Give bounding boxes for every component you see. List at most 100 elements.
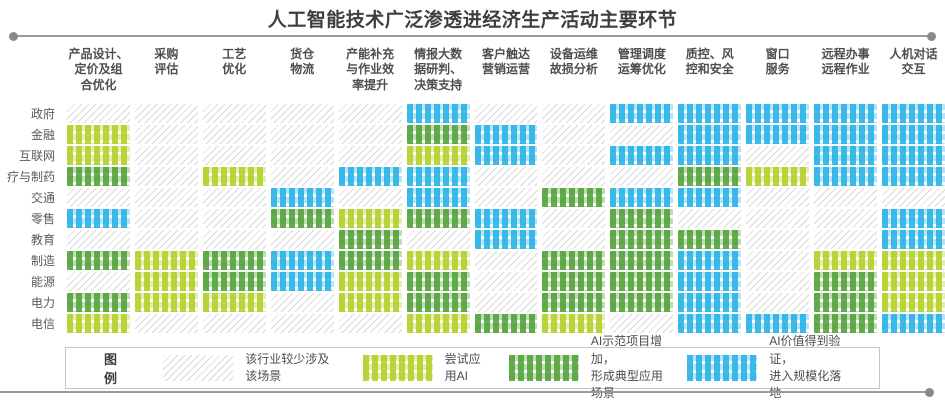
matrix-cell [406,251,470,270]
column-header: 采购 评估 [154,47,179,77]
column-header: 质控、风 控和安全 [685,47,734,77]
matrix-cell [406,209,470,228]
matrix-cell [882,230,945,249]
matrix-cell [882,293,945,312]
matrix-cell [270,293,334,312]
matrix-cell [882,251,945,270]
matrix-cell [610,125,674,144]
legend-title: 图例 [104,352,118,386]
matrix-cell [67,167,130,186]
rule-endpoint-dot [925,387,934,397]
matrix-cell [202,125,266,144]
matrix-cell [202,272,266,291]
matrix-cell [270,251,334,270]
matrix-cell [202,314,266,333]
matrix-header: 产品设计、 定价及组 合优化 采购 评估 工艺 优化 货仓 物流 产能补充 与作业效 率… [0,46,945,93]
matrix-cell [678,104,742,123]
matrix-cell [746,272,810,291]
matrix-cell [678,146,742,165]
matrix-cell [338,230,402,249]
matrix-cell [67,146,130,165]
legend-swatch [163,355,234,381]
row-label: 交通 [30,191,55,205]
legend-swatch [687,355,758,381]
matrix-cell [134,314,198,333]
matrix-cell [814,146,878,165]
matrix-cell [814,125,878,144]
legend-label: AI示范项目增加， 形成典型应用场景 [590,334,663,401]
column-header: 客户触达 营销运营 [481,47,530,77]
matrix-cell [134,188,198,207]
matrix-cell [338,167,402,186]
matrix-cell [814,104,878,123]
matrix-cell [814,209,878,228]
matrix-cell [678,167,742,186]
legend-item: 尝试应用AI [362,351,487,386]
header-corner [0,46,62,93]
matrix-cell [202,251,266,270]
matrix-cell [406,188,470,207]
matrix-cell [134,104,198,123]
matrix-cell [542,314,606,333]
rule-endpoint-dot [9,31,18,41]
row-label: 互联网 [18,149,55,163]
top-rule [9,31,936,41]
matrix-cell [406,272,470,291]
matrix-cell [270,104,334,123]
column-header: 工艺 优化 [222,47,247,77]
matrix-cell [814,188,878,207]
matrix-cell [270,230,334,249]
column-header: 产能补充 与作业效 率提升 [346,47,395,92]
matrix-cell [746,293,810,312]
matrix-cell [134,167,198,186]
matrix-cell [338,104,402,123]
legend-item: 该行业较少涉及该场景 [163,351,340,386]
matrix-cell [202,188,266,207]
column-header: 窗口 服务 [765,47,790,77]
matrix-cell [542,125,606,144]
row-label: 电信 [30,317,55,331]
legend-items: 该行业较少涉及该场景 尝试应用AI AI示范项目增加， 形成典型应用场景 AI价值得到… [163,333,865,403]
matrix-cell [338,146,402,165]
matrix-cell [610,251,674,270]
matrix-cell [610,230,674,249]
matrix-cell [67,293,130,312]
matrix-cell [202,104,266,123]
column-header: 远程办事 远程作业 [821,47,870,77]
matrix-cell [610,188,674,207]
matrix-cell [270,125,334,144]
matrix-cell [406,314,470,333]
matrix-cell [610,167,674,186]
matrix-cell [678,209,742,228]
column-header: 管理调度 运筹优化 [617,47,666,77]
matrix-cell [882,314,945,333]
matrix-cell [474,146,538,165]
matrix-cell [542,272,606,291]
matrix-cell [134,146,198,165]
matrix-cell [406,167,470,186]
matrix-cell [134,251,198,270]
matrix-cell [474,251,538,270]
page-title: 人工智能技术广泛渗透进经济生产活动主要环节 [267,10,678,31]
matrix-cell [134,125,198,144]
matrix-cell [814,230,878,249]
matrix-cell [746,146,810,165]
matrix-cell [406,125,470,144]
matrix-cell [814,272,878,291]
matrix-body: 政府 金融 互联网 疗与制药 交通 零售 教育 制造 能源 电力 电信 [0,104,945,333]
matrix-cell [882,188,945,207]
legend-label: 该行业较少涉及该场景 [245,351,330,383]
matrix-cell [67,272,130,291]
matrix-cell [474,272,538,291]
matrix-cell [882,146,945,165]
column-header: 情报大数 据研判、 决策支持 [414,47,463,92]
matrix-cell [474,125,538,144]
matrix-cell [746,167,810,186]
matrix-cell [270,167,334,186]
matrix-cell [882,167,945,186]
matrix-cell [67,125,130,144]
matrix-cell [678,293,742,312]
matrix-cell [882,209,945,228]
legend-label: 尝试应用AI [444,351,481,383]
matrix-cell [678,251,742,270]
